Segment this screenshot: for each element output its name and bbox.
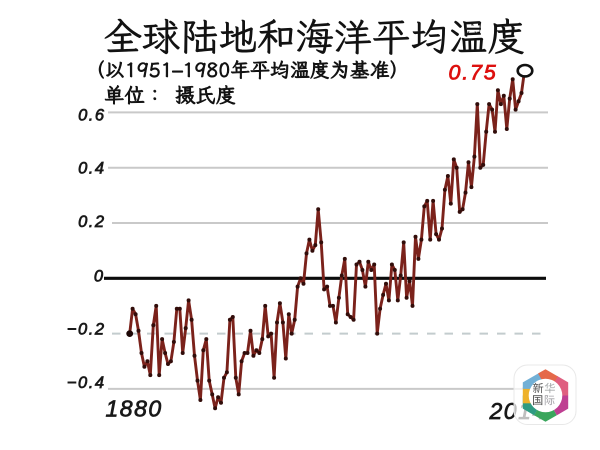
svg-text:0.6: 0.6 [78, 107, 105, 125]
svg-text:0.4: 0.4 [78, 160, 105, 178]
svg-text:0.75: 0.75 [449, 61, 498, 85]
svg-text:0.2: 0.2 [78, 213, 105, 231]
svg-text:−0.4: −0.4 [67, 374, 106, 392]
svg-text:0: 0 [94, 268, 105, 286]
svg-text:−0.2: −0.2 [67, 321, 106, 339]
svg-text:1880: 1880 [106, 396, 163, 422]
